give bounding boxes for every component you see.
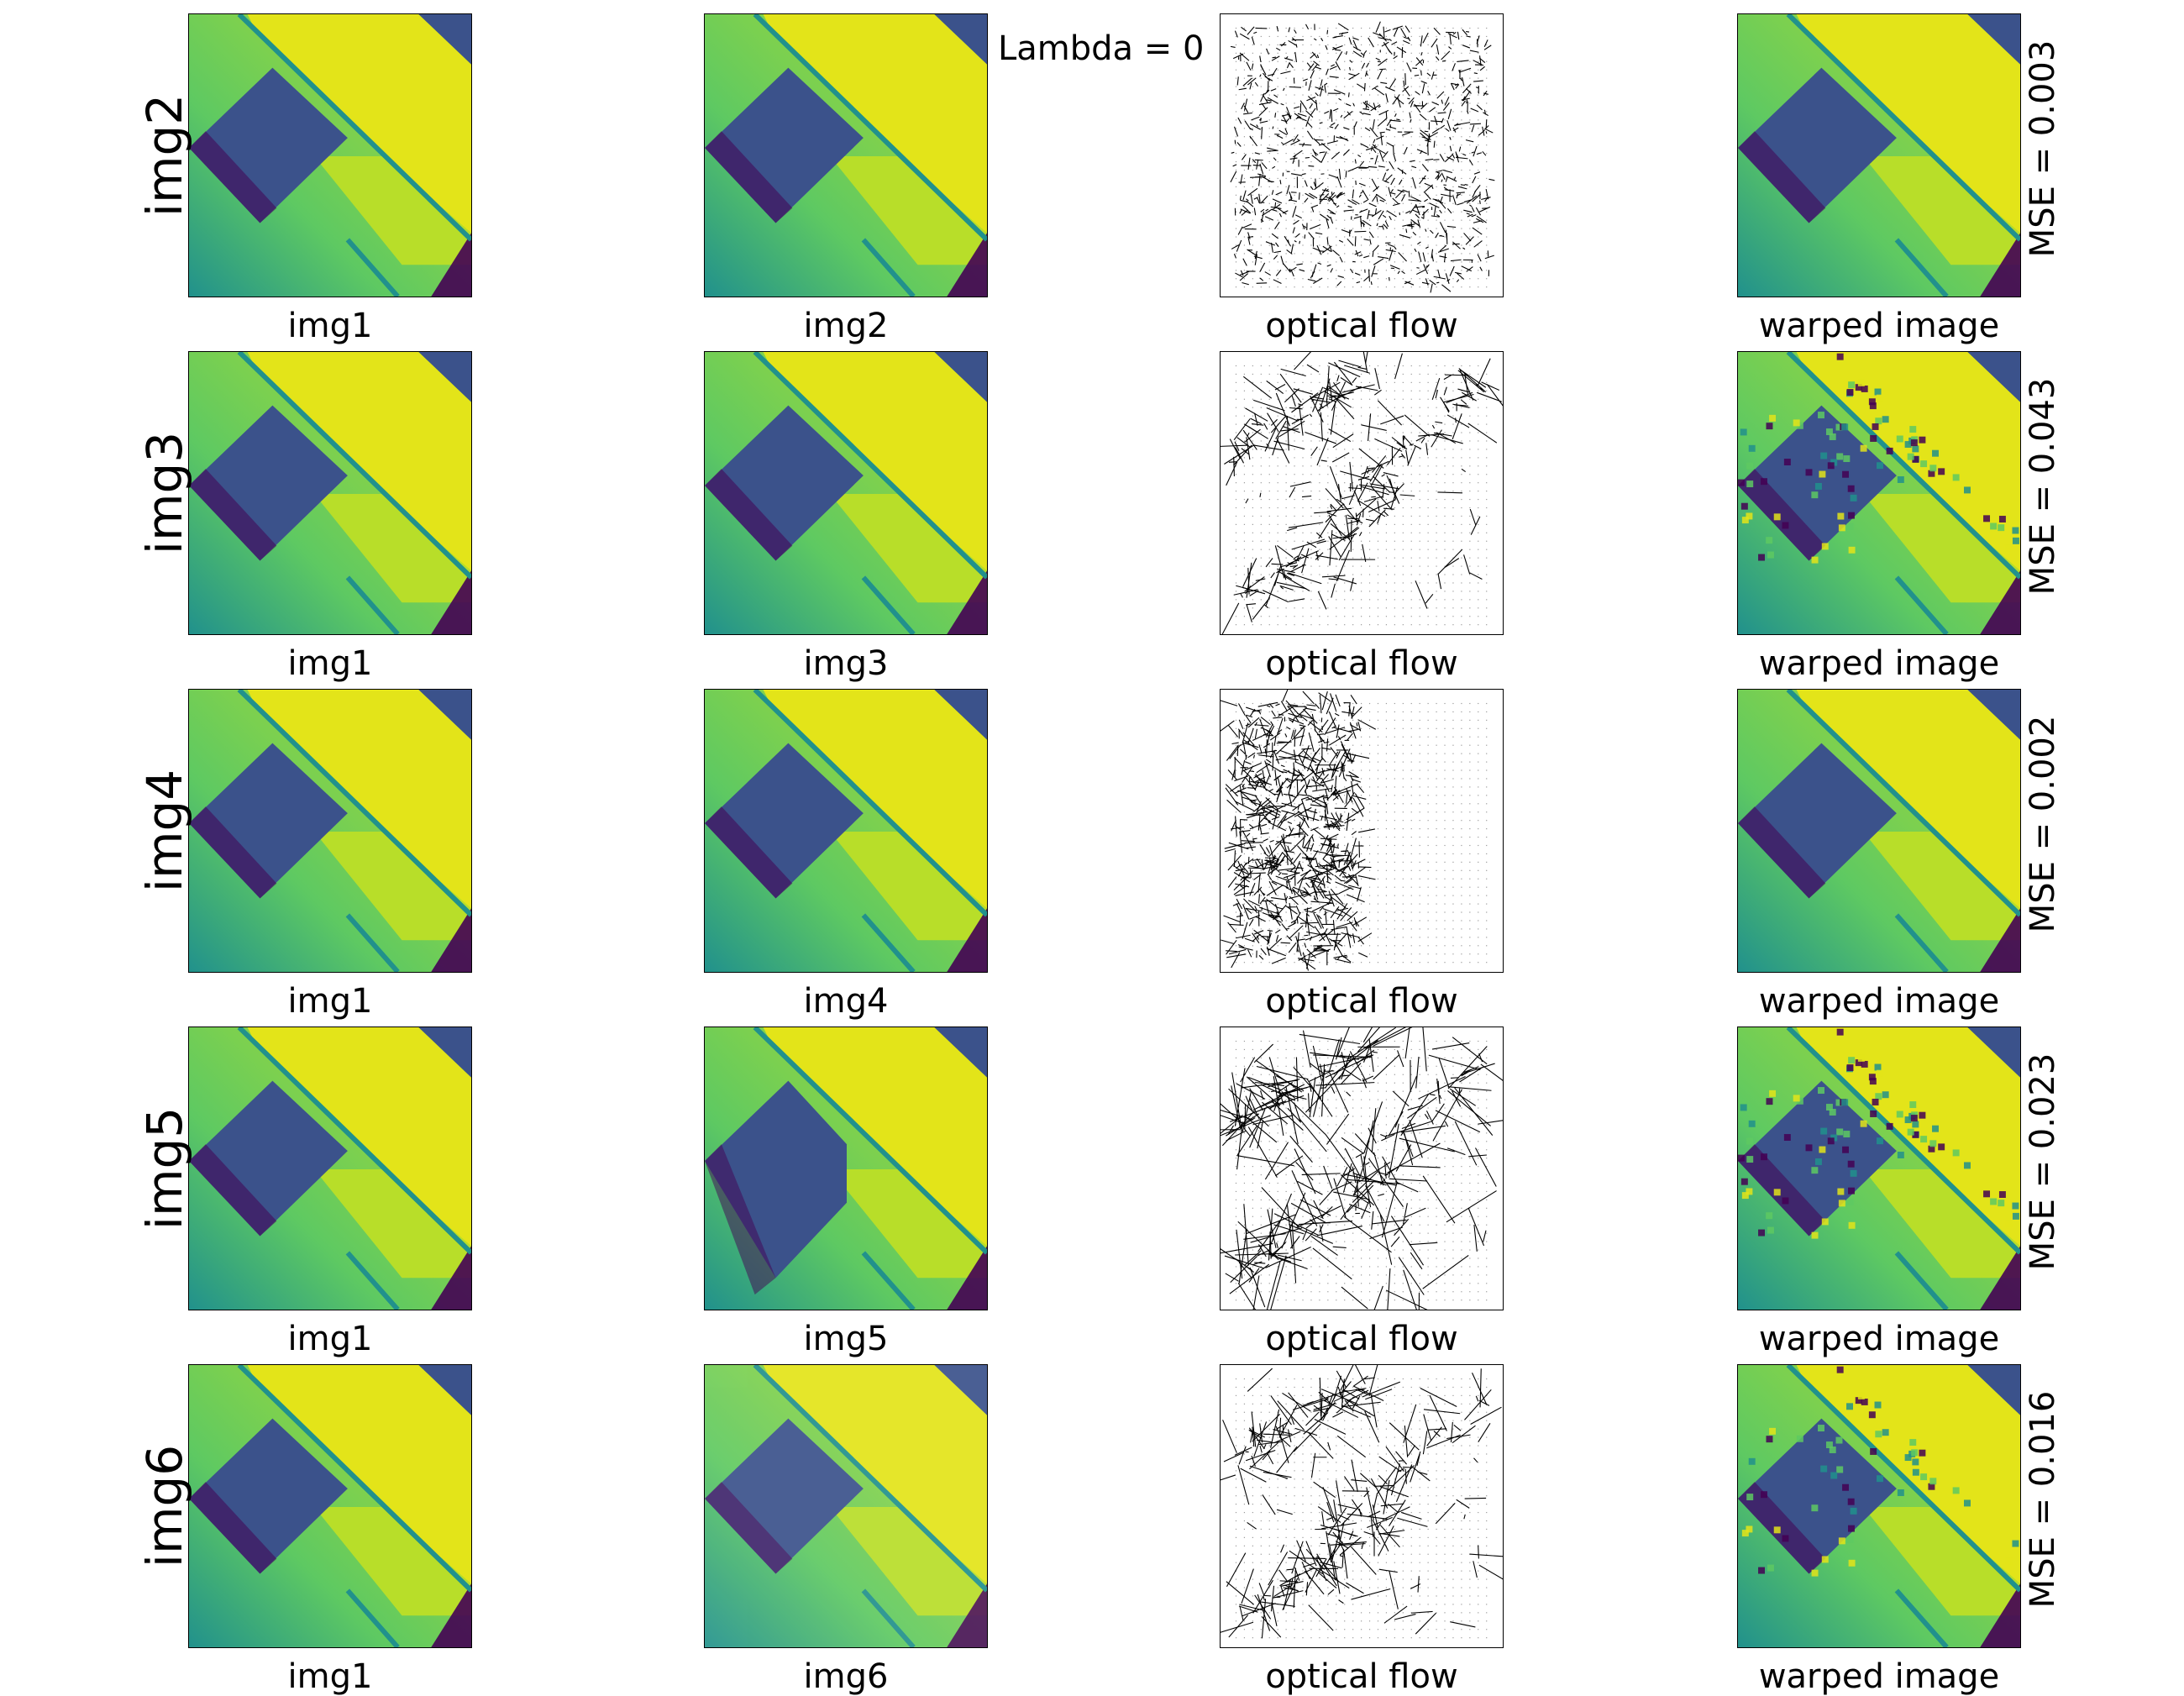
warped-image-label: warped image (1669, 309, 2089, 343)
reference-label: img1 (120, 647, 540, 680)
target-image-panel (704, 13, 988, 297)
row-label: img2 (140, 94, 189, 217)
target-label: img5 (636, 1322, 1056, 1356)
reference-image-panel (188, 1364, 472, 1648)
reference-label: img1 (120, 985, 540, 1018)
lambda-title: Lambda = 0 (998, 32, 1204, 66)
warped-image-label: warped image (1669, 647, 2089, 680)
optical-flow-panel (1220, 689, 1504, 973)
row-label: img6 (140, 1445, 189, 1567)
optical-flow-panel (1220, 1027, 1504, 1310)
optical-flow-label: optical flow (1152, 1322, 1572, 1356)
warped-image-label: warped image (1669, 1660, 2089, 1693)
optical-flow-label: optical flow (1152, 309, 1572, 343)
reference-label: img1 (120, 1322, 540, 1356)
warped-image-panel (1737, 1364, 2021, 1648)
mse-label: MSE = 0.023 (2026, 1053, 2060, 1271)
mse-label: MSE = 0.002 (2026, 716, 2060, 933)
reference-image-panel (188, 689, 472, 973)
mse-label: MSE = 0.016 (2026, 1391, 2060, 1609)
reference-label: img1 (120, 309, 540, 343)
target-image-panel (704, 1027, 988, 1310)
target-image-panel (704, 351, 988, 635)
reference-label: img1 (120, 1660, 540, 1693)
warped-image-panel (1737, 1027, 2021, 1310)
target-label: img2 (636, 309, 1056, 343)
row-label: img5 (140, 1107, 189, 1230)
reference-image-panel (188, 351, 472, 635)
row-label: img3 (140, 432, 189, 554)
reference-image-panel (188, 1027, 472, 1310)
optical-flow-label: optical flow (1152, 647, 1572, 680)
mse-label: MSE = 0.003 (2026, 40, 2060, 258)
reference-image-panel (188, 13, 472, 297)
warped-image-panel (1737, 13, 2021, 297)
warped-image-label: warped image (1669, 985, 2089, 1018)
target-label: img3 (636, 647, 1056, 680)
warped-image-label: warped image (1669, 1322, 2089, 1356)
warped-image-panel (1737, 689, 2021, 973)
optical-flow-panel (1220, 351, 1504, 635)
warped-image-panel (1737, 351, 2021, 635)
target-image-panel (704, 1364, 988, 1648)
optical-flow-panel (1220, 13, 1504, 297)
target-label: img6 (636, 1660, 1056, 1693)
optical-flow-label: optical flow (1152, 985, 1572, 1018)
mse-label: MSE = 0.043 (2026, 378, 2060, 596)
target-image-panel (704, 689, 988, 973)
row-label: img4 (140, 769, 189, 892)
optical-flow-label: optical flow (1152, 1660, 1572, 1693)
optical-flow-panel (1220, 1364, 1504, 1648)
target-label: img4 (636, 985, 1056, 1018)
